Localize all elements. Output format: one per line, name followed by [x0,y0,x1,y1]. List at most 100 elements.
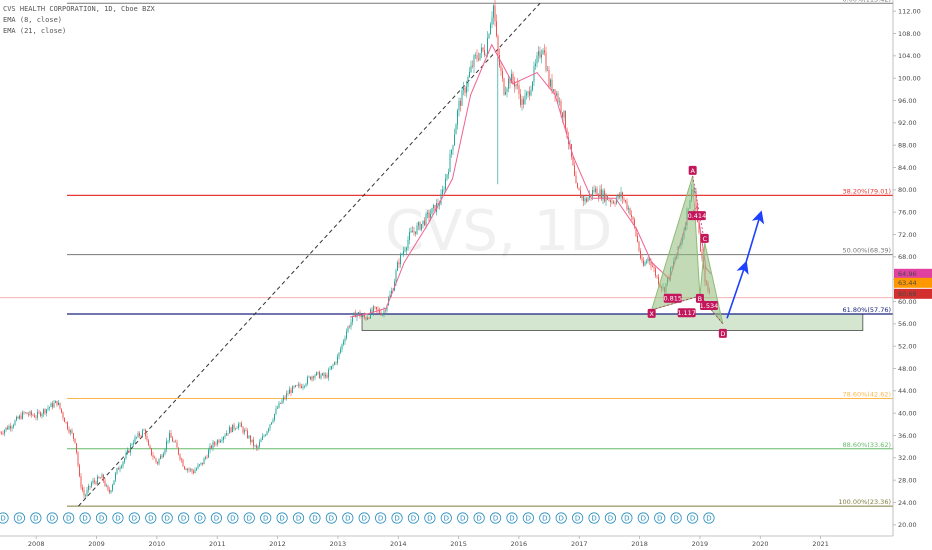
candle-body [41,413,43,417]
candle-body [37,411,38,418]
candle-body [4,430,5,434]
candle-body [646,261,647,263]
event-marker-label: D [706,515,711,523]
candle-body [1,432,2,434]
candle-body [493,5,494,18]
candle-body [56,400,58,405]
candle-body [644,262,646,266]
time-axis[interactable]: 2008 2009 2010 2011 2012 2013 2014 2015 2016 2017… [0,535,932,550]
pattern-ratio-badge [687,211,706,221]
candle-body [455,124,457,135]
event-marker [654,512,666,524]
candle-body [515,84,517,87]
time-tick-label: 2015 [450,540,467,548]
candle-body [262,436,263,440]
candle-body [529,91,530,96]
pattern-point-badge [695,293,704,303]
candle-body [374,306,376,308]
event-marker [440,512,452,524]
candle-body [634,219,635,228]
candle-body [400,254,401,265]
candle-body [311,376,313,380]
candle-body [401,254,403,255]
candle-body [370,309,371,319]
candle-body [253,439,254,447]
candle-body [161,455,163,458]
candle-body [148,440,149,446]
pattern-diagonal [651,295,724,325]
candle-body [232,424,233,433]
candle-body [47,408,49,410]
candle-body [364,314,365,318]
event-marker [637,512,649,524]
candle-body [218,440,220,443]
candle-body [175,441,176,443]
candle-body [25,412,26,414]
candle-body [152,455,154,458]
candle-body [419,222,421,230]
event-marker-label: D [197,515,202,523]
candle-body [523,99,524,105]
candle-body [310,376,311,380]
fib-level-label: 38.20%(79.01) [843,187,891,195]
candle-body [584,198,586,202]
candle-body [95,481,97,484]
candle-body [211,445,212,449]
candlestick-series [0,0,710,499]
event-marker-label: D [657,515,662,523]
candle-body [610,200,611,203]
pattern-diagonal-ac [692,175,706,243]
candle-body [638,241,640,251]
pattern-ratio-badge [677,308,696,318]
price-tick-label: 92.00 [898,119,917,127]
candle-body [524,95,526,105]
candle-body [91,483,92,487]
candle-body [331,365,332,369]
candle-body [442,189,443,195]
candle-body [389,294,391,299]
event-marker-label: D [50,515,55,523]
candle-body [379,309,380,313]
candle-body [238,424,239,428]
event-marker-label: D [624,515,629,523]
price-tick-label: 52.00 [898,342,917,350]
candle-body [178,447,179,455]
candle-body [287,393,289,395]
fibonacci-levels-layer: 0.00%(113.42) 38.20%(79.01) 50.00%(68.39) 6… [67,0,893,507]
candle-body [485,55,487,56]
support-zone-box [361,313,864,331]
event-marker-label: D [263,515,268,523]
candle-body [592,190,593,197]
chart-legend: CVS HEALTH CORPORATION, 1D, Cboe BZX EMA… [3,4,155,37]
candle-body [160,455,161,460]
candle-body [89,485,91,487]
candle-body [551,79,553,92]
candle-body [391,290,392,295]
candle-body [85,495,86,497]
event-marker [243,512,255,524]
candle-body [536,55,538,64]
candle-body [604,190,605,202]
candle-body [581,196,583,199]
candle-body [457,110,458,125]
candle-body [32,414,34,416]
candle-body [694,190,695,193]
candle-body [497,35,499,55]
candle-body [116,468,118,474]
candle-body [575,175,577,184]
candle-body [641,258,643,261]
candle-body [58,402,59,405]
candle-body [542,50,544,55]
candle-body [544,50,545,53]
candle-body [328,369,329,378]
candle-body [301,386,302,389]
candle-body [530,89,532,96]
candle-body [698,221,700,233]
candle-body [359,312,361,317]
candle-body [431,207,433,215]
candle-body [553,89,554,92]
candle-body [184,466,185,469]
candle-body [61,408,62,413]
candle-body [11,426,13,429]
